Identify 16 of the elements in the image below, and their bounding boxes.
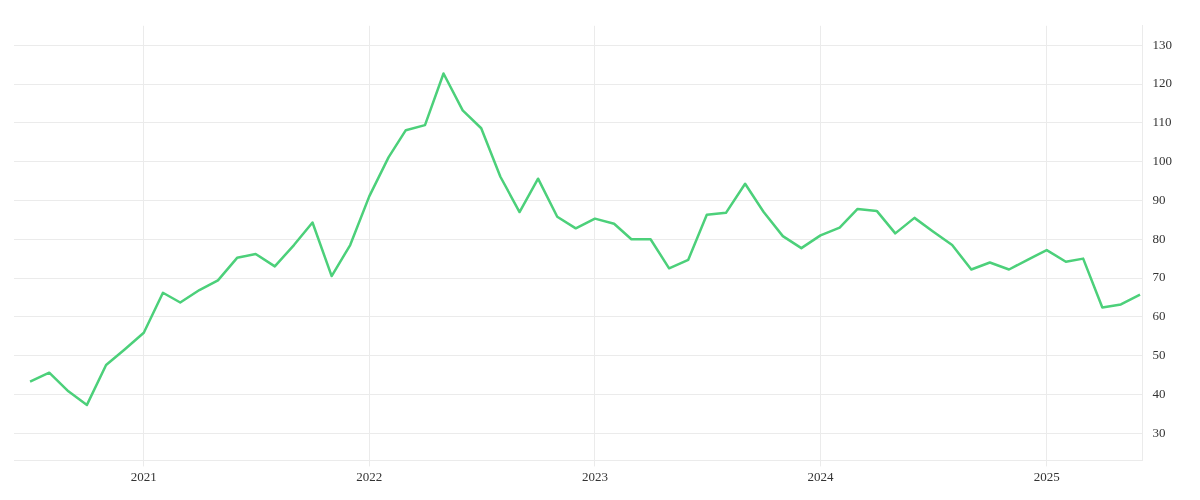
- y-tick-label: 130: [1152, 36, 1172, 52]
- y-tick-label: 50: [1152, 347, 1166, 363]
- y-tick-label: 120: [1152, 75, 1172, 91]
- y-tick-label: 40: [1152, 385, 1166, 401]
- y-tick-label: 110: [1152, 114, 1172, 130]
- y-tick-label: 60: [1152, 308, 1166, 324]
- x-tick-label: 2021: [130, 468, 157, 484]
- y-tick-label: 70: [1152, 269, 1166, 285]
- x-tick-label: 2025: [1033, 468, 1060, 484]
- x-tick-label: 2022: [356, 468, 383, 484]
- y-tick-label: 90: [1152, 191, 1166, 207]
- y-tick-label: 80: [1152, 230, 1166, 246]
- x-tick-label: 2024: [807, 468, 835, 484]
- x-tick-label: 2023: [581, 468, 608, 484]
- y-tick-label: 30: [1152, 424, 1166, 440]
- y-tick-label: 100: [1152, 153, 1172, 169]
